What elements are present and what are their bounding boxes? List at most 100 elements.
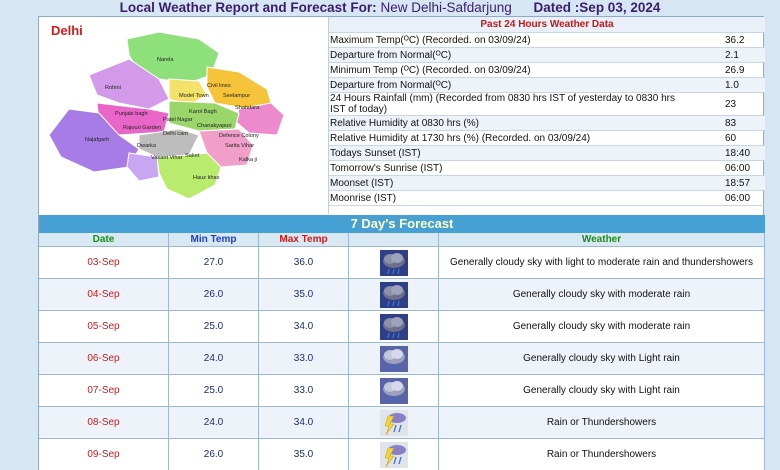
- weather-data-label: Departure from Normal(ᴼC): [330, 49, 452, 61]
- map-label: Rohini: [105, 85, 121, 91]
- weather-data-row: 24 Hours Rainfall (mm) (Recorded from 08…: [329, 93, 765, 116]
- header-max-temp: Max Temp: [259, 233, 349, 246]
- forecast-max-temp: 34.0: [259, 407, 349, 438]
- header-date: Date: [39, 233, 169, 246]
- forecast-max-temp: 34.0: [259, 311, 349, 342]
- map-label: Hauz khas: [193, 175, 220, 181]
- map-region-south: [156, 152, 222, 200]
- weather-data-row: Todays Sunset (IST) 18:40: [329, 146, 765, 161]
- forecast-table: 03-Sep 27.0 36.0 Generally cloudy sky with …: [39, 247, 765, 470]
- map-label: Kalka ji: [239, 157, 257, 163]
- thunderstorm-icon: [379, 441, 408, 468]
- weather-data-row: Moonrise (IST) 06:00: [329, 191, 765, 206]
- header-weather: Weather: [439, 233, 765, 246]
- weather-data-value: 2.1: [725, 49, 739, 61]
- weather-data-row: Departure from Normal(ᴼC) 1.0: [329, 78, 765, 93]
- weather-data-label: Moonset (IST): [330, 177, 394, 189]
- map-region-north-west: [88, 58, 170, 110]
- weather-data-row: Minimum Temp (ᴼC) (Recorded. on 03/09/24…: [329, 63, 765, 78]
- header-min-temp: Min Temp: [169, 233, 259, 246]
- weather-data-value: 06:00: [725, 192, 751, 204]
- weather-data-row: Departure from Normal(ᴼC) 2.1: [329, 48, 765, 63]
- report-date: Dated :Sep 03, 2024: [533, 0, 661, 15]
- forecast-weather: Generally cloudy sky with moderate rain: [439, 311, 765, 342]
- forecast-date: 08-Sep: [39, 407, 169, 438]
- map-label: Seelampur: [223, 93, 250, 99]
- forecast-row: 06-Sep 24.0 33.0 Generally cloudy sky with …: [39, 343, 765, 375]
- map-label: Najafgarh: [85, 137, 109, 143]
- forecast-header-row: Date Min Temp Max Temp Weather: [39, 233, 765, 247]
- forecast-max-temp: 36.0: [259, 247, 349, 278]
- cloud-rain-icon: [379, 281, 408, 308]
- forecast-weather: Generally cloudy sky with moderate rain: [439, 279, 765, 310]
- title-prefix: Local Weather Report and Forecast For:: [119, 0, 377, 15]
- weather-data-value: 23: [725, 98, 737, 110]
- forecast-row: 09-Sep 26.0 35.0 Rain or Thundershowers: [39, 439, 765, 470]
- weather-data-value: 60: [725, 132, 737, 144]
- forecast-max-temp: 33.0: [259, 375, 349, 406]
- forecast-min-temp: 26.0: [169, 439, 259, 470]
- forecast-date: 06-Sep: [39, 343, 169, 374]
- weather-data-label: Departure from Normal(ᴼC): [330, 79, 452, 91]
- map-label: Delhi cant: [163, 131, 188, 137]
- weather-data-row: Relative Humidity at 0830 hrs (%) 83: [329, 116, 765, 131]
- cloud-rain-icon: [379, 313, 408, 340]
- header-icon: [349, 233, 439, 246]
- delhi-map-panel: Narela Rohini Model Town Seelampur Shahd…: [39, 17, 329, 214]
- weather-data-value: 26.9: [725, 64, 745, 76]
- weather-data-label: Relative Humidity at 0830 hrs (%): [330, 117, 479, 129]
- forecast-icon-cell: [349, 311, 439, 342]
- forecast-min-temp: 25.0: [169, 375, 259, 406]
- forecast-row: 03-Sep 27.0 36.0 Generally cloudy sky with …: [39, 247, 765, 279]
- forecast-icon-cell: [349, 439, 439, 470]
- map-label: Sarita Vihar: [225, 143, 254, 149]
- weather-data-value: 36.2: [725, 34, 745, 46]
- map-label: Punjabi bagh: [115, 111, 148, 117]
- forecast-weather: Generally cloudy sky with Light rain: [439, 343, 765, 374]
- map-label: Saket: [185, 153, 200, 159]
- cloud-light-rain-icon: [379, 345, 408, 372]
- forecast-weather: Generally cloudy sky with light to moder…: [439, 247, 765, 278]
- forecast-icon-cell: [349, 343, 439, 374]
- weather-data-value: 06:00: [725, 162, 751, 174]
- weather-data-label: Maximum Temp(ᴼC) (Recorded. on 03/09/24): [330, 34, 531, 46]
- forecast-date: 05-Sep: [39, 311, 169, 342]
- forecast-row: 05-Sep 25.0 34.0 Generally cloudy sky with …: [39, 311, 765, 343]
- weather-data-value: 1.0: [725, 79, 739, 91]
- forecast-min-temp: 25.0: [169, 311, 259, 342]
- cloud-light-rain-icon: [379, 377, 408, 404]
- map-label: Rajouri Garden: [123, 125, 161, 131]
- map-region-dwarka: [126, 152, 160, 182]
- forecast-panel: 7 Day's Forecast Date Min Temp Max Temp …: [39, 215, 765, 470]
- weather-data-value: 18:57: [725, 177, 751, 189]
- thunderstorm-icon: [379, 409, 408, 436]
- weather-data-label: Tomorrow's Sunrise (IST): [330, 162, 443, 174]
- forecast-date: 04-Sep: [39, 279, 169, 310]
- past-24-hours-panel: Past 24 Hours Weather Data Maximum Temp(…: [329, 17, 765, 214]
- forecast-date: 03-Sep: [39, 247, 169, 278]
- weather-data-label: Todays Sunset (IST): [330, 147, 421, 159]
- map-label: Shahdara: [235, 105, 260, 111]
- forecast-row: 08-Sep 24.0 34.0 Rain or Thundershowers: [39, 407, 765, 439]
- map-label: Dwarka: [137, 143, 157, 149]
- map-label: Narela: [157, 57, 174, 63]
- weather-data-value: 83: [725, 117, 737, 129]
- map-region-model-town: [168, 78, 208, 106]
- forecast-title: 7 Day's Forecast: [39, 215, 765, 233]
- map-label: Patel Nagar: [163, 117, 193, 123]
- forecast-icon-cell: [349, 375, 439, 406]
- forecast-max-temp: 33.0: [259, 343, 349, 374]
- forecast-date: 09-Sep: [39, 439, 169, 470]
- forecast-min-temp: 27.0: [169, 247, 259, 278]
- station-link[interactable]: New Delhi-Safdarjung: [380, 0, 512, 15]
- delhi-map[interactable]: Narela Rohini Model Town Seelampur Shahd…: [39, 17, 329, 214]
- map-label: Civil lines: [207, 83, 231, 89]
- map-label: Model Town: [179, 93, 209, 99]
- page-title: Local Weather Report and Forecast For: N…: [0, 0, 780, 16]
- past-24-hours-title: Past 24 Hours Weather Data: [329, 17, 765, 33]
- weather-data-label: Relative Humidity at 1730 hrs (%) (Recor…: [330, 132, 591, 144]
- forecast-min-temp: 24.0: [169, 343, 259, 374]
- map-label: Defence Colony: [219, 133, 259, 139]
- forecast-icon-cell: [349, 247, 439, 278]
- forecast-weather: Generally cloudy sky with Light rain: [439, 375, 765, 406]
